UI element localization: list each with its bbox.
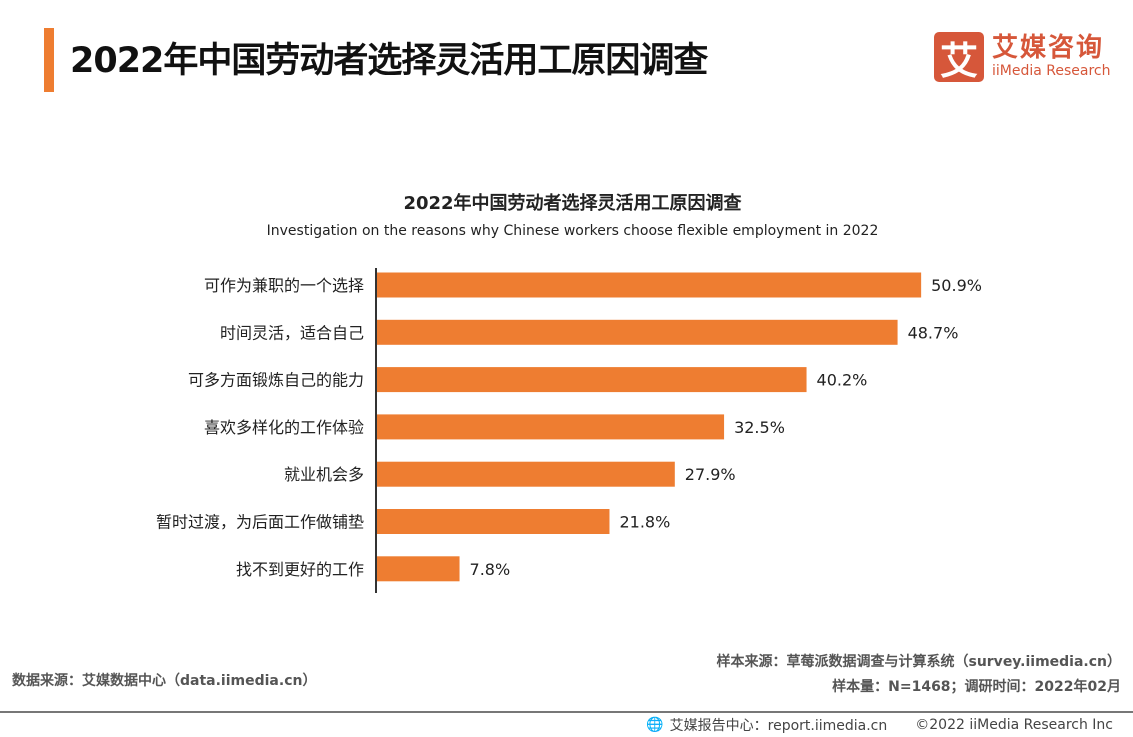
bar: [376, 556, 460, 582]
footer: 🌐 艾媒报告中心：report.iimedia.cn ©2022 iiMedia…: [646, 715, 1113, 735]
bar: [376, 509, 610, 534]
report-center-link[interactable]: 艾媒报告中心：report.iimedia.cn: [669, 718, 888, 734]
chart-title: 2022年中国劳动者选择灵活用工原因调查: [403, 193, 742, 214]
category-label: 可作为兼职的一个选择: [204, 276, 364, 295]
title-accent-bar: [44, 28, 54, 92]
data-source: 数据来源：艾媒数据中心（data.iimedia.cn）: [12, 673, 317, 689]
data-label: 40.2%: [817, 371, 868, 390]
logo-mark: 艾: [934, 32, 984, 83]
footer-divider: [0, 711, 1133, 713]
bar: [376, 414, 725, 440]
category-label: 时间灵活，适合自己: [220, 323, 364, 342]
iimedia-logo: 艾 艾媒咨询 iiMedia Research: [934, 32, 1111, 83]
globe-icon: 🌐: [646, 717, 664, 733]
sample-size: 样本量：N=1468；调研时间：2022年02月: [832, 679, 1121, 695]
data-label: 21.8%: [619, 513, 670, 532]
logo-cn: 艾媒咨询: [992, 33, 1105, 63]
category-label: 就业机会多: [284, 465, 364, 484]
bar: [376, 367, 807, 393]
category-label: 可多方面锻炼自己的能力: [188, 371, 364, 390]
category-label: 找不到更好的工作: [236, 560, 364, 579]
logo-en: iiMedia Research: [992, 63, 1111, 79]
copyright: ©2022 iiMedia Research Inc: [915, 717, 1113, 733]
data-label: 50.9%: [931, 276, 982, 295]
category-label: 暂时过渡，为后面工作做铺垫: [156, 513, 364, 532]
category-label: 喜欢多样化的工作体验: [204, 418, 364, 437]
bar: [376, 319, 898, 345]
bar: [376, 461, 675, 487]
chart-subtitle: Investigation on the reasons why Chinese…: [266, 223, 879, 239]
bar: [376, 272, 922, 298]
data-label: 27.9%: [685, 465, 736, 484]
data-label: 48.7%: [908, 323, 959, 342]
page-title: 2022年中国劳动者选择灵活用工原因调查: [70, 41, 708, 81]
data-label: 32.5%: [734, 418, 785, 437]
data-label: 7.8%: [470, 560, 511, 579]
sample-source: 样本来源：草莓派数据调查与计算系统（survey.iimedia.cn）: [716, 654, 1121, 670]
